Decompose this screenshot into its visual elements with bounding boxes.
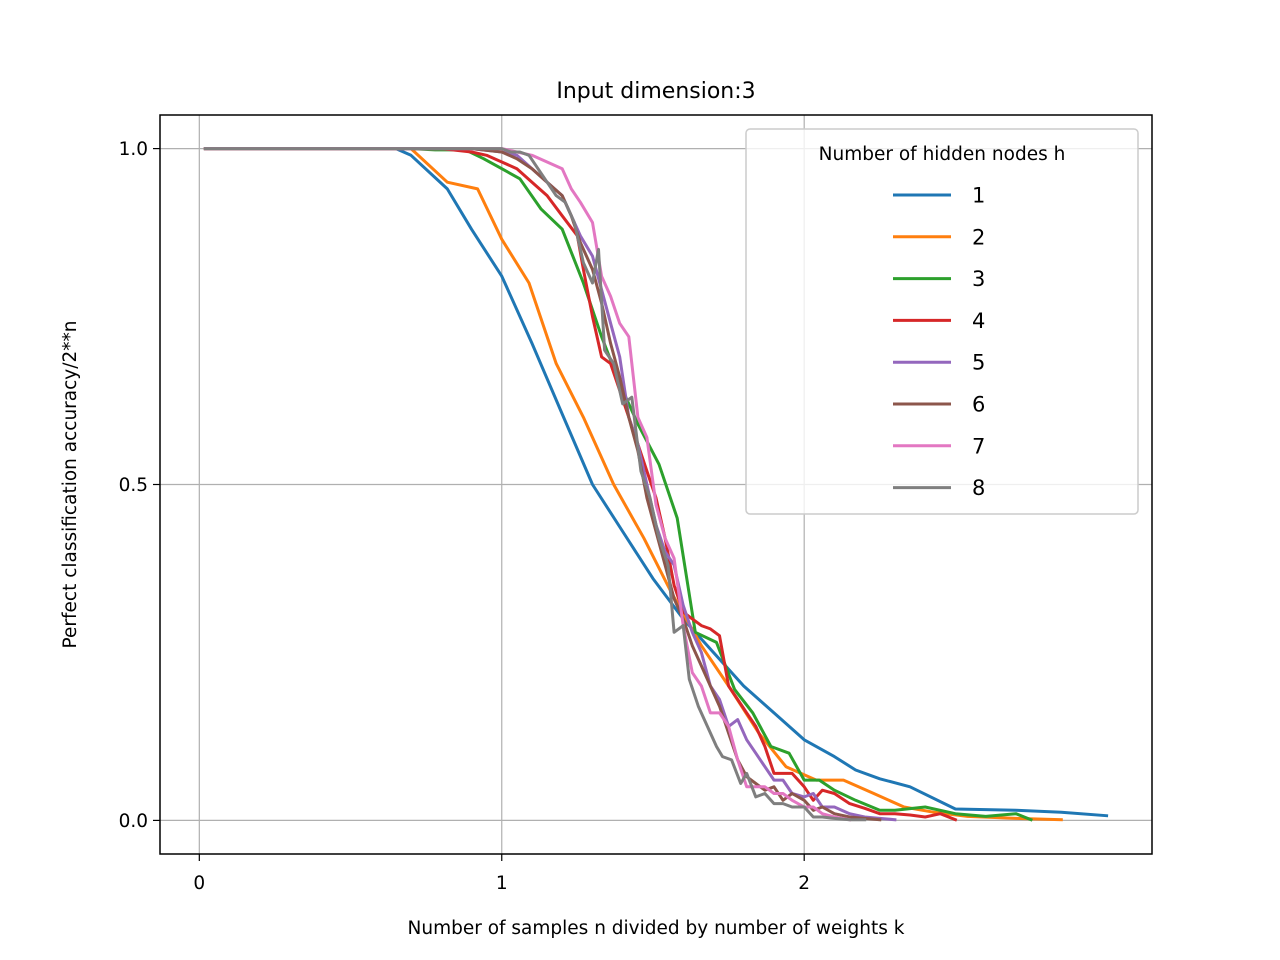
series-layer xyxy=(203,147,1109,822)
y-tick-label: 1.0 xyxy=(119,139,148,160)
legend-title: Number of hidden nodes h xyxy=(819,144,1066,165)
y-tick-label: 0.0 xyxy=(119,811,148,832)
series-line-h6 xyxy=(203,147,882,822)
legend-entries: 1 2 3 4 5 6 7 8 xyxy=(893,184,985,500)
y-tick-label: 0.5 xyxy=(119,475,148,496)
legend-label-h1: 1 xyxy=(972,184,985,208)
series-line-h7 xyxy=(203,147,852,822)
legend-label-h4: 4 xyxy=(972,309,985,333)
legend-label-h7: 7 xyxy=(972,434,985,458)
series-line-h8 xyxy=(203,147,867,822)
chart-title: Input dimension:3 xyxy=(556,79,755,104)
x-tick-label: 0 xyxy=(193,873,205,894)
legend-label-h6: 6 xyxy=(972,393,985,417)
series-line-h3 xyxy=(203,147,1033,822)
legend-label-h5: 5 xyxy=(972,351,985,375)
series-line-h4 xyxy=(203,147,958,822)
legend-label-h3: 3 xyxy=(972,267,985,291)
x-axis-label: Number of samples n divided by number of… xyxy=(408,918,905,939)
y-axis-label: Perfect classification accuracy/2**n xyxy=(60,321,81,649)
legend-label-h2: 2 xyxy=(972,225,985,249)
x-tick-label: 1 xyxy=(496,873,508,894)
ticks: 0 1 2 0.0 0.5 1.0 xyxy=(119,139,811,894)
legend: Number of hidden nodes h 1 2 3 4 5 6 7 8 xyxy=(745,128,1139,515)
x-tick-label: 2 xyxy=(798,873,810,894)
legend-label-h8: 8 xyxy=(972,476,985,500)
